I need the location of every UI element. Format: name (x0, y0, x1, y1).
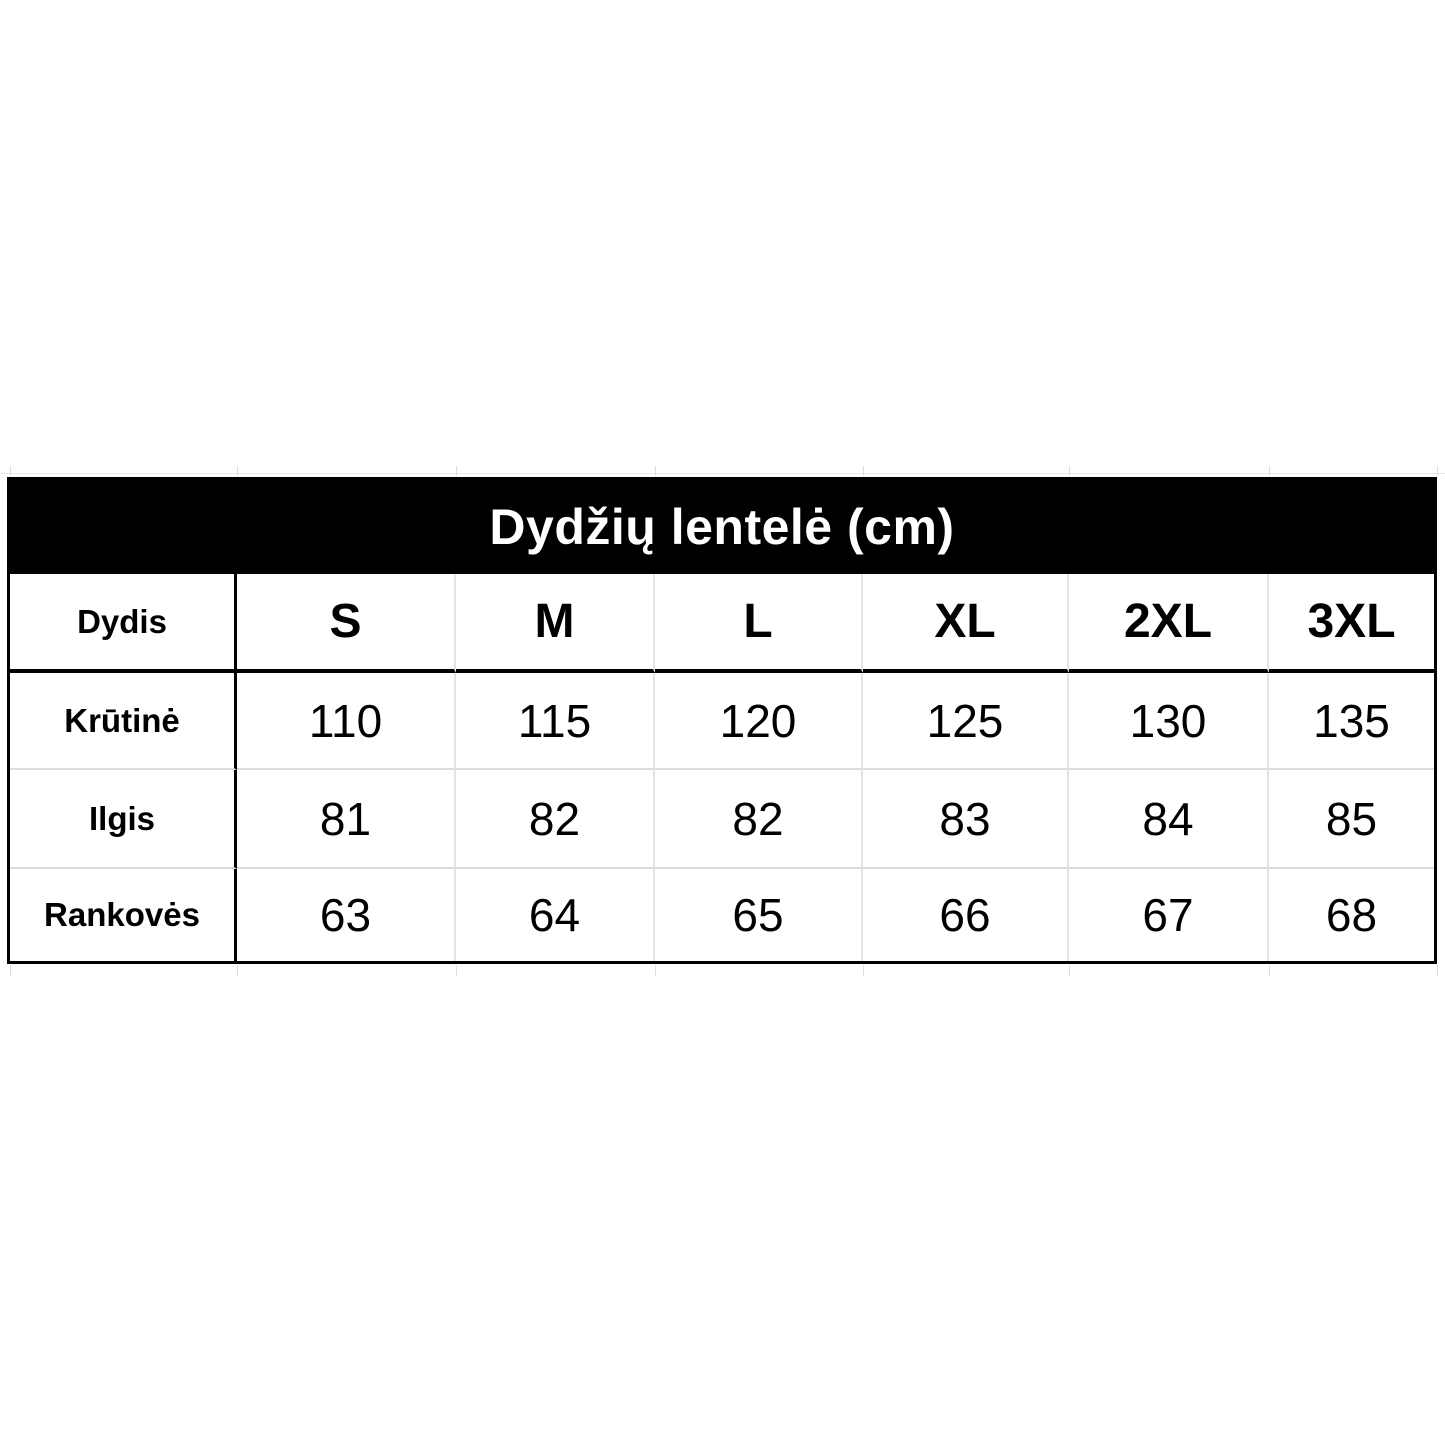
column-header-m: M (534, 595, 575, 648)
measurement-cell: 68 (1325, 889, 1378, 941)
spreadsheet-gridline-stub (456, 466, 457, 476)
table-title: Dydžių lentelė (cm) (10, 480, 1434, 574)
spreadsheet-gridline-top (0, 473, 1445, 474)
spreadsheet-gridline-stub (655, 466, 656, 476)
measurement-cell: 64 (528, 889, 581, 941)
measurement-cell: 63 (319, 889, 372, 941)
spreadsheet-gridline-stub (1437, 466, 1438, 476)
column-header-l: L (743, 595, 773, 648)
measurement-cell: 135 (1313, 694, 1390, 747)
spreadsheet-gridline-stub (237, 466, 238, 476)
spreadsheet-gridline-stub (1437, 965, 1438, 976)
row-label-ilgis: Ilgis (88, 799, 156, 837)
spreadsheet-gridline-stub (10, 466, 11, 476)
row-label-krutine: Krūtinė (64, 701, 180, 739)
row-label-rankoves: Rankovės (44, 896, 200, 933)
measurement-cell: 65 (732, 889, 784, 941)
column-header-s: S (329, 595, 362, 648)
measurement-cell: 130 (1129, 694, 1207, 747)
measurement-cell: 120 (719, 694, 797, 747)
spreadsheet-gridline-stub (237, 965, 238, 976)
spreadsheet-gridline-stub (1069, 466, 1070, 476)
spreadsheet-gridline-stub (863, 965, 864, 976)
spreadsheet-gridline-stub (863, 466, 864, 476)
spreadsheet-gridline-stub (1269, 466, 1270, 476)
spreadsheet-gridline-stub (456, 965, 457, 976)
column-header-xl: XL (934, 595, 996, 648)
measurement-cell: 125 (926, 694, 1004, 747)
spreadsheet-gridline-stub (1269, 965, 1270, 976)
spreadsheet-gridline-stub (1069, 965, 1070, 976)
measurement-cell: 82 (528, 792, 581, 845)
column-header-3xl: 3XL (1307, 595, 1396, 648)
measurement-cell: 83 (939, 792, 991, 845)
spreadsheet-gridline-stub (655, 965, 656, 976)
measurement-cell: 67 (1142, 889, 1194, 941)
spreadsheet-gridline-stub (10, 965, 11, 976)
measurement-cell: 84 (1142, 792, 1194, 845)
size-table: Dydžių lentelė (cm) Dydis S M L XL 2XL 3… (7, 477, 1437, 964)
measurement-cell: 81 (319, 792, 372, 845)
measurement-cell: 115 (517, 694, 592, 747)
column-header-2xl: 2XL (1123, 595, 1213, 648)
measurement-cell: 66 (939, 889, 991, 941)
measurement-cell: 110 (308, 694, 383, 747)
column-header-dydis: Dydis (77, 602, 167, 640)
measurement-cell: 85 (1325, 792, 1378, 845)
measurement-cell: 82 (732, 792, 784, 845)
